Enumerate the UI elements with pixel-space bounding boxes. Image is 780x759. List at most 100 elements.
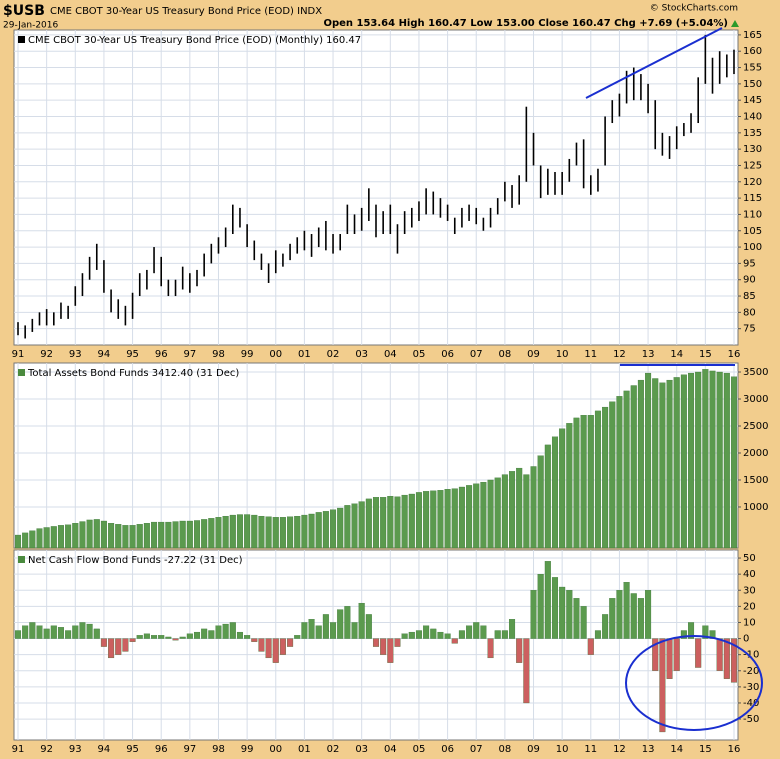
- y-tick-label: 30: [743, 585, 756, 596]
- bar: [93, 519, 100, 549]
- bar: [444, 489, 451, 549]
- quote: Open 153.64 High 160.47 Low 153.00 Close…: [323, 18, 728, 29]
- bar: [279, 638, 286, 655]
- bar: [401, 494, 408, 549]
- bar: [236, 631, 243, 639]
- bar: [716, 371, 723, 549]
- bar: [680, 630, 687, 639]
- bar: [287, 516, 294, 549]
- bar: [408, 631, 415, 639]
- bar: [387, 638, 394, 663]
- bar: [65, 524, 72, 549]
- bar: [29, 530, 36, 549]
- bar: [594, 630, 601, 639]
- x-tick-label: 06: [441, 349, 454, 360]
- y-tick-label: 10: [743, 617, 756, 628]
- x-tick-label: 00: [269, 349, 282, 360]
- bar: [201, 519, 208, 549]
- bar: [193, 520, 201, 549]
- x-tick-label: 14: [670, 349, 683, 360]
- x-tick-label: 09: [527, 744, 540, 755]
- y-tick-label: -30: [743, 682, 759, 693]
- bar: [473, 622, 480, 639]
- bar: [36, 528, 43, 549]
- y-tick-label: 160: [743, 46, 762, 57]
- bar: [315, 625, 322, 639]
- y-tick-label: 155: [743, 63, 762, 74]
- x-tick-label: 10: [556, 744, 569, 755]
- bar: [287, 638, 294, 647]
- y-tick-label: 135: [743, 128, 762, 139]
- bar: [723, 372, 730, 549]
- bar: [380, 638, 387, 655]
- bar: [50, 526, 57, 549]
- bar: [423, 625, 430, 639]
- bar: [143, 633, 150, 639]
- bar: [480, 481, 487, 549]
- bar: [695, 638, 702, 668]
- bar: [609, 598, 616, 639]
- trend-line: [585, 27, 723, 99]
- bar: [100, 520, 107, 549]
- bar: [652, 378, 659, 549]
- bar: [86, 519, 93, 549]
- x-tick-label: 13: [642, 349, 655, 360]
- y-tick-label: 0: [743, 634, 749, 645]
- y-tick-label: 85: [743, 291, 756, 302]
- x-tick-label: 02: [327, 744, 340, 755]
- y-tick-label: 80: [743, 307, 756, 318]
- y-tick-label: 40: [743, 569, 756, 580]
- bar: [57, 525, 64, 549]
- y-tick-label: -10: [743, 650, 759, 661]
- bar: [673, 377, 680, 549]
- bar: [229, 514, 236, 549]
- x-tick-label: 92: [40, 744, 53, 755]
- bar: [351, 503, 358, 549]
- bar: [523, 474, 530, 549]
- x-tick-label: 98: [212, 349, 225, 360]
- up-arrow: [731, 20, 739, 27]
- bar: [108, 523, 115, 549]
- x-tick-label: 05: [413, 744, 426, 755]
- bar: [566, 590, 573, 639]
- x-tick-label: 05: [413, 349, 426, 360]
- y-tick-label: 90: [743, 275, 756, 286]
- bar: [251, 638, 258, 642]
- y-tick-label: 140: [743, 112, 762, 123]
- panel-title: Net Cash Flow Bond Funds -27.22 (31 Dec): [28, 555, 243, 566]
- bar: [93, 628, 100, 639]
- bar: [473, 483, 480, 549]
- bar: [394, 496, 401, 549]
- x-tick-label: 99: [241, 349, 254, 360]
- x-tick-label: 09: [527, 349, 540, 360]
- bar: [688, 372, 695, 549]
- y-tick-label: 3000: [743, 394, 768, 405]
- bar: [279, 517, 286, 549]
- x-tick-label: 02: [327, 349, 340, 360]
- bar: [208, 518, 215, 549]
- bar: [179, 520, 186, 549]
- bar: [587, 638, 594, 655]
- bar: [337, 507, 344, 549]
- bar: [186, 520, 193, 549]
- bar: [65, 630, 72, 639]
- bar: [265, 516, 272, 549]
- bar: [14, 630, 22, 639]
- bar: [551, 577, 559, 639]
- bar: [236, 514, 243, 549]
- x-tick-label: 95: [126, 349, 139, 360]
- bar: [186, 633, 193, 639]
- bar: [430, 628, 437, 639]
- y-tick-label: 50: [743, 553, 756, 564]
- bar: [530, 466, 537, 549]
- bar: [222, 623, 229, 639]
- y-tick-label: 20: [743, 601, 756, 612]
- bar: [537, 574, 544, 639]
- plot-area: [13, 29, 739, 346]
- bar: [630, 385, 637, 549]
- y-tick-label: 150: [743, 79, 762, 90]
- series-icon: [18, 36, 25, 43]
- bar: [244, 635, 251, 639]
- bar: [573, 598, 580, 639]
- bar: [451, 638, 458, 644]
